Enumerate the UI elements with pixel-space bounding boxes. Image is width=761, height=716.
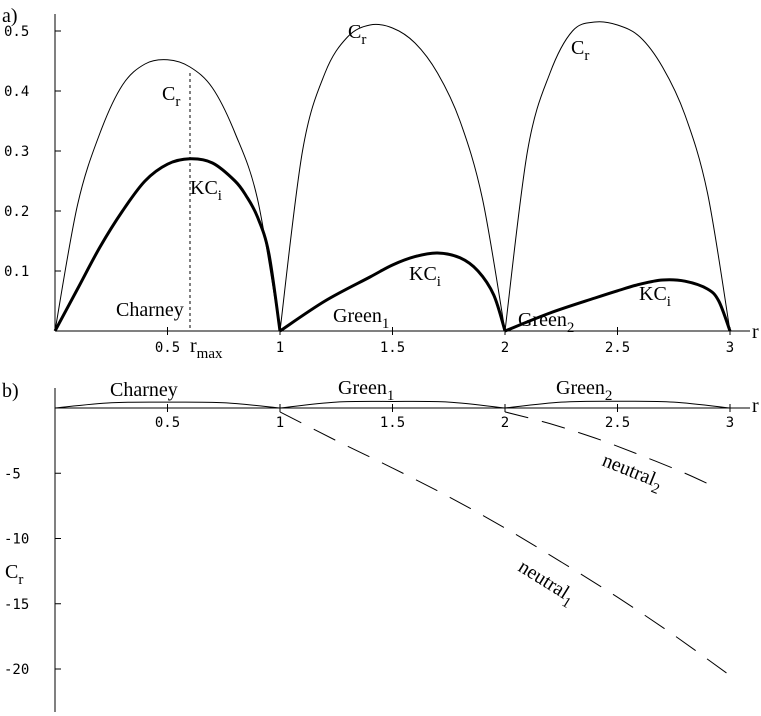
cr-label-2: Cr [348,21,366,48]
panel-b-x-tick-label: 1.5 [380,415,405,431]
kci-curve [279,251,507,333]
green2-label-a: Green2 [518,309,574,336]
panel-b-y-tick-label: -5 [4,466,21,482]
panel-a-y-tick-label: 0.2 [4,204,29,220]
panel-a-y-tick-label: 0.4 [4,84,29,100]
neutral1-label: neutral1 [512,556,580,612]
panel-a-x-tick-label: 2 [501,340,509,356]
neutral2-curve [504,411,719,490]
cr-curve [54,59,281,332]
green2-label-b: Green2 [556,377,612,404]
cr-curve [504,21,731,332]
panel-a-y-tick-label: 0.3 [4,144,29,160]
panel-a-y-tick-label: 0.1 [4,264,29,280]
panel-a-y-tick-label: 0.5 [4,24,29,40]
panel-a-x-ticks: 0.5 1 1.5 2 2.5 3 [155,327,734,356]
neutral1-curve [279,411,731,676]
panel-a-series [53,21,732,333]
panel-b-y-tick-label: -10 [4,532,29,548]
panel-a-label: a) [2,5,18,27]
panel-b: b) 0.5 1 1.5 2 2.5 3 -5 -10 -15 -20 r Cr Charney… [2,377,759,712]
panel-b-y-tick-label: -20 [4,662,29,678]
cr-curve-b [504,400,731,409]
panel-b-label: b) [2,380,19,402]
panel-b-x-tick-label: 2 [501,415,509,431]
cr-curve [279,23,506,332]
kci-label-1: KCi [190,177,222,204]
panel-b-y-ticks: -5 -10 -15 -20 [4,466,61,678]
panel-b-series [54,400,731,676]
panel-a-x-tick-label: 1 [276,340,284,356]
panel-a-x-tick-label: 3 [726,340,734,356]
kci-curve [504,278,732,333]
panel-b-x-ticks: 0.5 1 1.5 2 2.5 3 [155,404,734,431]
panel-a-y-ticks: 0.1 0.2 0.3 0.4 0.5 [4,24,61,280]
cr-label-1: Cr [162,83,180,110]
charney-label-a: Charney [116,299,184,321]
panel-b-x-tick-label: 2.5 [605,415,630,431]
charney-label-b: Charney [110,379,178,401]
cr-label-3: Cr [571,37,589,64]
r-max-label: rmax [190,335,223,362]
panel-a-x-tick-label: 2.5 [605,340,630,356]
green1-label-a: Green1 [333,305,389,332]
neutral2-label: neutral2 [597,449,666,498]
panel-a: a) 0.5 1 1.5 2 2.5 3 0.1 0.2 0.3 0.4 0.5 r rmax C… [2,5,759,362]
panel-b-x-tick-label: 1 [276,415,284,431]
panel-b-x-axis-label: r [752,395,759,417]
panel-b-y-axis-label: Cr [5,561,23,588]
cr-curve-b [54,401,281,409]
green1-label-b: Green1 [338,377,394,404]
panel-b-x-tick-label: 3 [726,415,734,431]
kci-label-3: KCi [639,283,671,310]
panel-b-x-tick-label: 0.5 [155,415,180,431]
panel-a-x-tick-label: 1.5 [380,340,405,356]
panel-a-x-axis-label: r [752,321,759,343]
cr-curve-b [279,400,506,409]
panel-b-y-tick-label: -15 [4,597,29,613]
panel-a-x-tick-label: 0.5 [155,340,180,356]
kci-label-2: KCi [409,263,441,290]
